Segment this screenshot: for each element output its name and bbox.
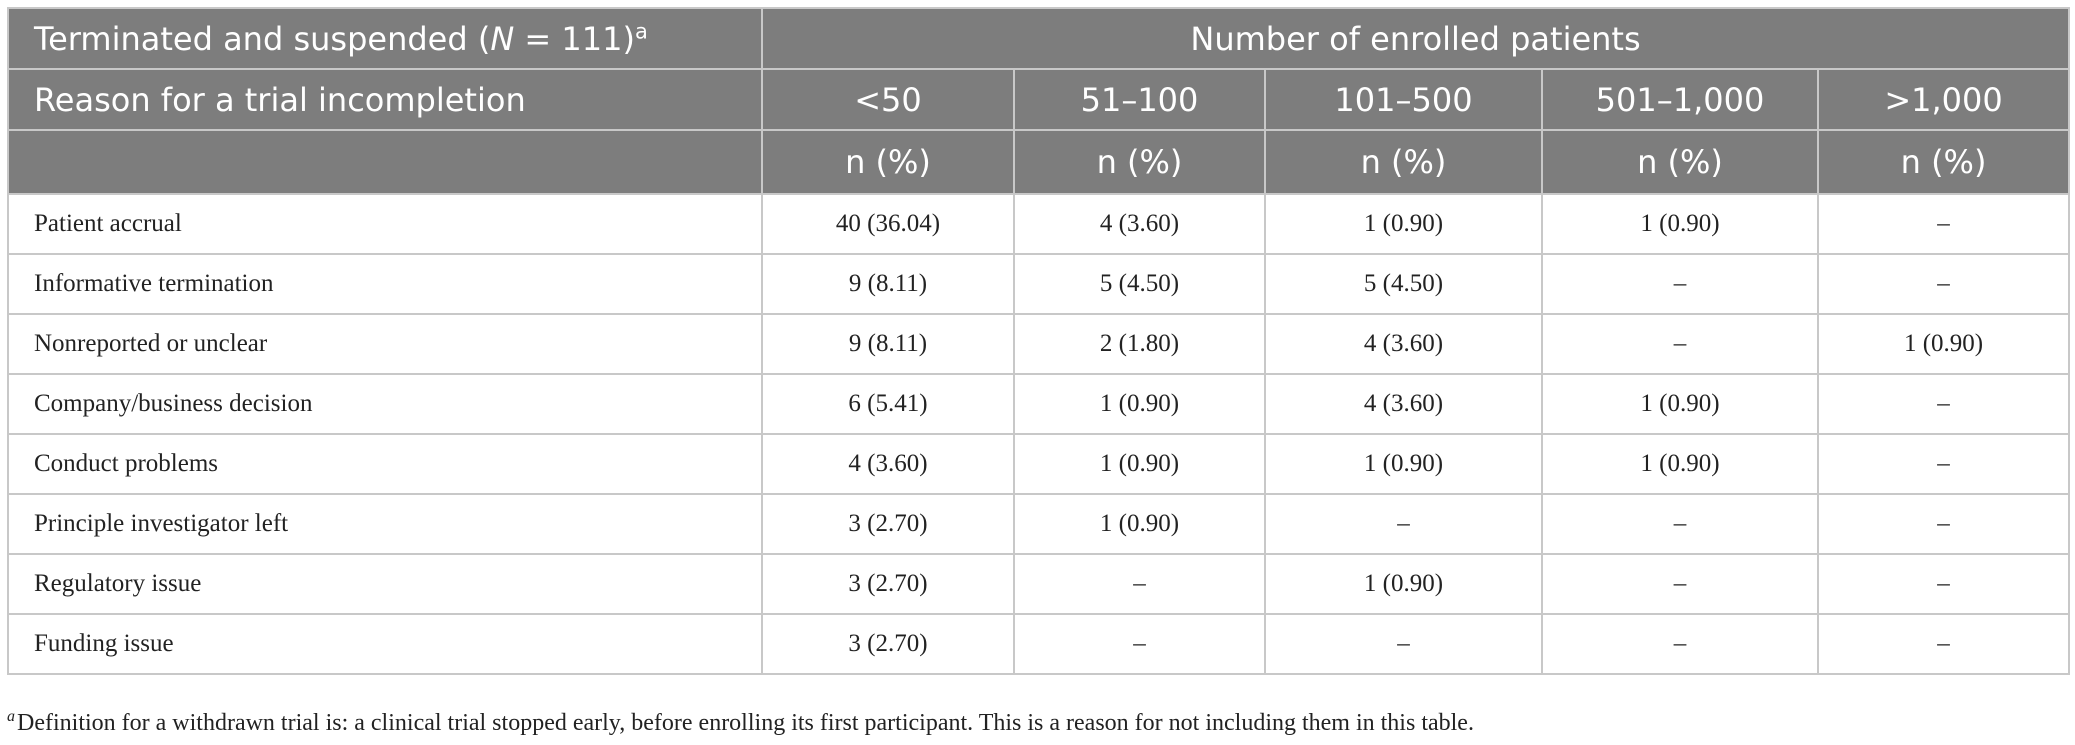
table-body: Patient accrual 40 (36.04) 4 (3.60) 1 (0… xyxy=(7,193,2071,675)
reason-cell: Regulatory issue xyxy=(7,553,763,615)
unit-header: n (%) xyxy=(1541,129,1819,195)
value-cell: – xyxy=(1541,613,1819,675)
value-cell: – xyxy=(1013,613,1266,675)
reason-cell: Principle investigator left xyxy=(7,493,763,555)
header-row-columns: Reason for a trial incompletion <50 51–1… xyxy=(7,68,2071,131)
value-cell: – xyxy=(1816,553,2071,615)
value-cell: 40 (36.04) xyxy=(761,193,1015,255)
reason-cell: Company/business decision xyxy=(7,373,763,435)
unit-header: n (%) xyxy=(761,129,1015,195)
column-header: 501–1,000 xyxy=(1541,68,1819,131)
reason-cell: Patient accrual xyxy=(7,193,763,255)
group-label-header: Terminated and suspended (N = 111)a xyxy=(7,7,763,70)
table-row: Company/business decision 6 (5.41) 1 (0.… xyxy=(7,373,2071,435)
value-cell: 4 (3.60) xyxy=(1264,313,1543,375)
group-label-n: N xyxy=(490,19,515,58)
value-cell: – xyxy=(1541,493,1819,555)
reason-cell: Funding issue xyxy=(7,613,763,675)
value-cell: – xyxy=(1816,613,2071,675)
header-row-group: Terminated and suspended (N = 111)a Numb… xyxy=(7,7,2071,70)
value-cell: – xyxy=(1816,433,2071,495)
value-cell: 1 (0.90) xyxy=(1264,553,1543,615)
unit-header: n (%) xyxy=(1264,129,1543,195)
value-cell: 9 (8.11) xyxy=(761,253,1015,315)
results-table-container: Terminated and suspended (N = 111)a Numb… xyxy=(7,7,2071,675)
table-header: Terminated and suspended (N = 111)a Numb… xyxy=(7,7,2071,195)
value-cell: 5 (4.50) xyxy=(1264,253,1543,315)
column-header: >1,000 xyxy=(1816,68,2071,131)
reason-cell: Informative termination xyxy=(7,253,763,315)
table-row: Funding issue 3 (2.70) – – – – xyxy=(7,613,2071,675)
value-cell: 3 (2.70) xyxy=(761,493,1015,555)
reason-cell: Nonreported or unclear xyxy=(7,313,763,375)
value-cell: – xyxy=(1541,253,1819,315)
value-cell: 6 (5.41) xyxy=(761,373,1015,435)
value-cell: – xyxy=(1816,493,2071,555)
value-cell: 3 (2.70) xyxy=(761,613,1015,675)
table-row: Informative termination 9 (8.11) 5 (4.50… xyxy=(7,253,2071,315)
table-row: Regulatory issue 3 (2.70) – 1 (0.90) – – xyxy=(7,553,2071,615)
value-cell: – xyxy=(1264,613,1543,675)
value-cell: – xyxy=(1541,553,1819,615)
value-cell: – xyxy=(1013,553,1266,615)
trial-incompletion-table: Terminated and suspended (N = 111)a Numb… xyxy=(7,7,2071,675)
value-cell: 3 (2.70) xyxy=(761,553,1015,615)
value-cell: – xyxy=(1816,253,2071,315)
value-cell: 9 (8.11) xyxy=(761,313,1015,375)
value-cell: – xyxy=(1816,193,2071,255)
header-row-units: n (%) n (%) n (%) n (%) n (%) xyxy=(7,129,2071,195)
unit-header: n (%) xyxy=(1013,129,1266,195)
table-row: Nonreported or unclear 9 (8.11) 2 (1.80)… xyxy=(7,313,2071,375)
group-label-prefix: Terminated and suspended ( xyxy=(34,19,491,58)
unit-header: n (%) xyxy=(1816,129,2071,195)
reason-column-header: Reason for a trial incompletion xyxy=(7,68,763,131)
value-cell: 4 (3.60) xyxy=(1013,193,1266,255)
value-cell: – xyxy=(1816,373,2071,435)
value-cell: 4 (3.60) xyxy=(761,433,1015,495)
unit-header-empty xyxy=(7,129,763,195)
value-cell: – xyxy=(1541,313,1819,375)
footnote-marker-label: a xyxy=(7,708,15,725)
value-cell: – xyxy=(1264,493,1543,555)
footnote-marker: a xyxy=(634,18,648,43)
column-header: <50 xyxy=(761,68,1015,131)
value-cell: 1 (0.90) xyxy=(1264,433,1543,495)
footnote-text: Definition for a withdrawn trial is: a c… xyxy=(17,710,1474,736)
table-footnote: aDefinition for a withdrawn trial is: a … xyxy=(7,708,1474,737)
reason-cell: Conduct problems xyxy=(7,433,763,495)
value-cell: 1 (0.90) xyxy=(1541,373,1819,435)
value-cell: 1 (0.90) xyxy=(1816,313,2071,375)
group-label-suffix: = 111) xyxy=(514,19,635,58)
value-cell: 2 (1.80) xyxy=(1013,313,1266,375)
table-row: Principle investigator left 3 (2.70) 1 (… xyxy=(7,493,2071,555)
table-row: Conduct problems 4 (3.60) 1 (0.90) 1 (0.… xyxy=(7,433,2071,495)
value-cell: 1 (0.90) xyxy=(1013,433,1266,495)
value-cell: 1 (0.90) xyxy=(1541,193,1819,255)
value-cell: 1 (0.90) xyxy=(1013,373,1266,435)
column-header: 101–500 xyxy=(1264,68,1543,131)
value-cell: 1 (0.90) xyxy=(1541,433,1819,495)
enrolled-patients-header: Number of enrolled patients xyxy=(760,7,2071,70)
value-cell: 4 (3.60) xyxy=(1264,373,1543,435)
table-row: Patient accrual 40 (36.04) 4 (3.60) 1 (0… xyxy=(7,193,2071,255)
column-header: 51–100 xyxy=(1013,68,1266,131)
value-cell: 5 (4.50) xyxy=(1013,253,1266,315)
value-cell: 1 (0.90) xyxy=(1264,193,1543,255)
value-cell: 1 (0.90) xyxy=(1013,493,1266,555)
